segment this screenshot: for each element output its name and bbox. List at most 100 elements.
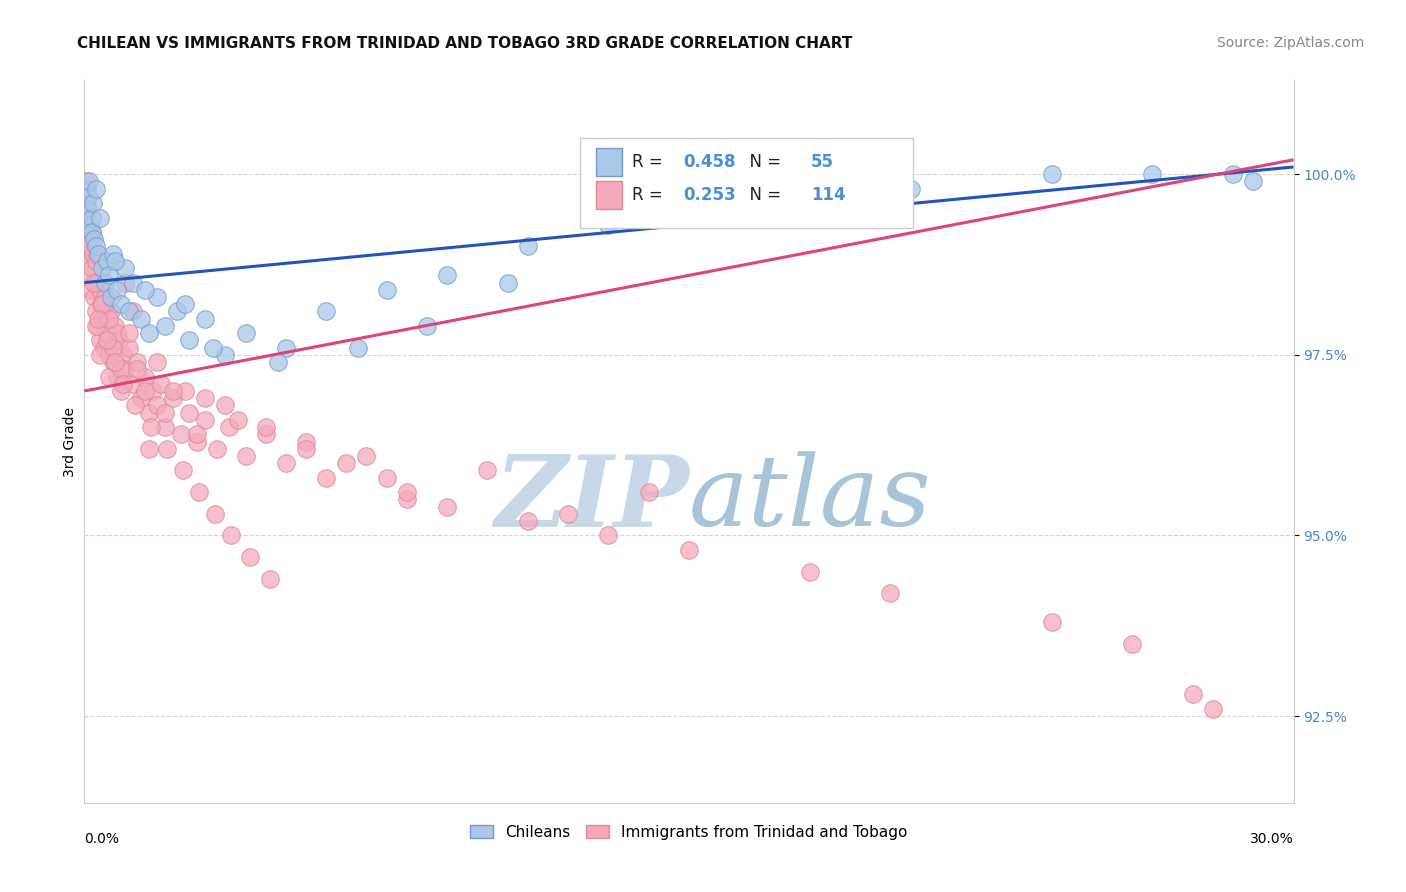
Text: N =: N = — [738, 186, 786, 204]
Point — [87, 246, 110, 260]
Point — [267, 355, 290, 369]
Point — [77, 203, 100, 218]
Point — [75, 174, 97, 188]
Point — [129, 311, 152, 326]
Point — [76, 189, 98, 203]
Point — [1040, 167, 1063, 181]
Point — [194, 311, 217, 326]
Point — [77, 218, 100, 232]
Point — [172, 463, 194, 477]
Point — [87, 318, 110, 333]
Point — [97, 268, 120, 283]
Point — [134, 283, 156, 297]
Point — [142, 384, 165, 398]
Point — [111, 348, 134, 362]
Point — [162, 391, 184, 405]
Point — [91, 311, 114, 326]
Text: ZIP: ZIP — [494, 451, 689, 548]
Point — [76, 225, 98, 239]
Text: Source: ZipAtlas.com: Source: ZipAtlas.com — [1216, 36, 1364, 50]
Point — [375, 471, 398, 485]
Point — [86, 304, 108, 318]
Point — [146, 355, 169, 369]
Point — [174, 297, 197, 311]
Point — [146, 290, 169, 304]
Point — [598, 218, 620, 232]
Point — [97, 311, 120, 326]
Point — [204, 507, 226, 521]
Point — [315, 471, 337, 485]
Point — [86, 239, 108, 253]
Point — [101, 246, 124, 260]
Point — [82, 225, 104, 239]
Point — [121, 276, 143, 290]
Text: R =: R = — [633, 153, 668, 171]
Text: 30.0%: 30.0% — [1250, 831, 1294, 846]
Point — [91, 297, 114, 311]
Point — [697, 203, 720, 218]
Point — [194, 413, 217, 427]
Point — [86, 318, 108, 333]
Point — [82, 246, 104, 260]
Point — [186, 427, 208, 442]
Point — [96, 334, 118, 348]
Point — [226, 413, 249, 427]
Point — [76, 196, 98, 211]
Point — [1040, 615, 1063, 630]
Point — [1202, 702, 1225, 716]
Point — [121, 304, 143, 318]
Point — [207, 442, 229, 456]
Point — [97, 369, 120, 384]
Point — [83, 232, 105, 246]
Point — [104, 318, 127, 333]
Point — [114, 276, 136, 290]
Point — [239, 550, 262, 565]
Point — [79, 218, 101, 232]
Point — [436, 500, 458, 514]
Point — [799, 565, 821, 579]
Point — [105, 369, 128, 384]
Point — [129, 391, 152, 405]
Point — [218, 420, 240, 434]
Point — [76, 182, 98, 196]
Point — [254, 427, 277, 442]
Point — [221, 528, 243, 542]
Point — [118, 341, 141, 355]
Point — [179, 334, 201, 348]
Point — [125, 355, 148, 369]
Point — [75, 182, 97, 196]
Text: 114: 114 — [811, 186, 845, 204]
Text: atlas: atlas — [689, 451, 932, 547]
Point — [121, 376, 143, 391]
Point — [79, 232, 101, 246]
Point — [214, 399, 236, 413]
Point — [598, 528, 620, 542]
Point — [83, 290, 105, 304]
Point — [295, 442, 318, 456]
Text: N =: N = — [738, 153, 786, 171]
Point — [105, 283, 128, 297]
Point — [134, 369, 156, 384]
Point — [274, 456, 297, 470]
Point — [89, 348, 111, 362]
Point — [166, 304, 188, 318]
Point — [110, 362, 132, 376]
Point — [436, 268, 458, 283]
Point — [347, 341, 370, 355]
Point — [77, 268, 100, 283]
Point — [516, 239, 538, 253]
Point — [77, 174, 100, 188]
Text: 55: 55 — [811, 153, 834, 171]
Point — [395, 492, 418, 507]
Point — [188, 485, 211, 500]
Point — [516, 514, 538, 528]
Point — [235, 449, 257, 463]
Point — [82, 196, 104, 211]
Point — [156, 442, 179, 456]
Point — [89, 211, 111, 225]
Point — [101, 341, 124, 355]
Point — [84, 182, 107, 196]
Point — [114, 261, 136, 276]
Point — [315, 304, 337, 318]
Point — [87, 311, 110, 326]
